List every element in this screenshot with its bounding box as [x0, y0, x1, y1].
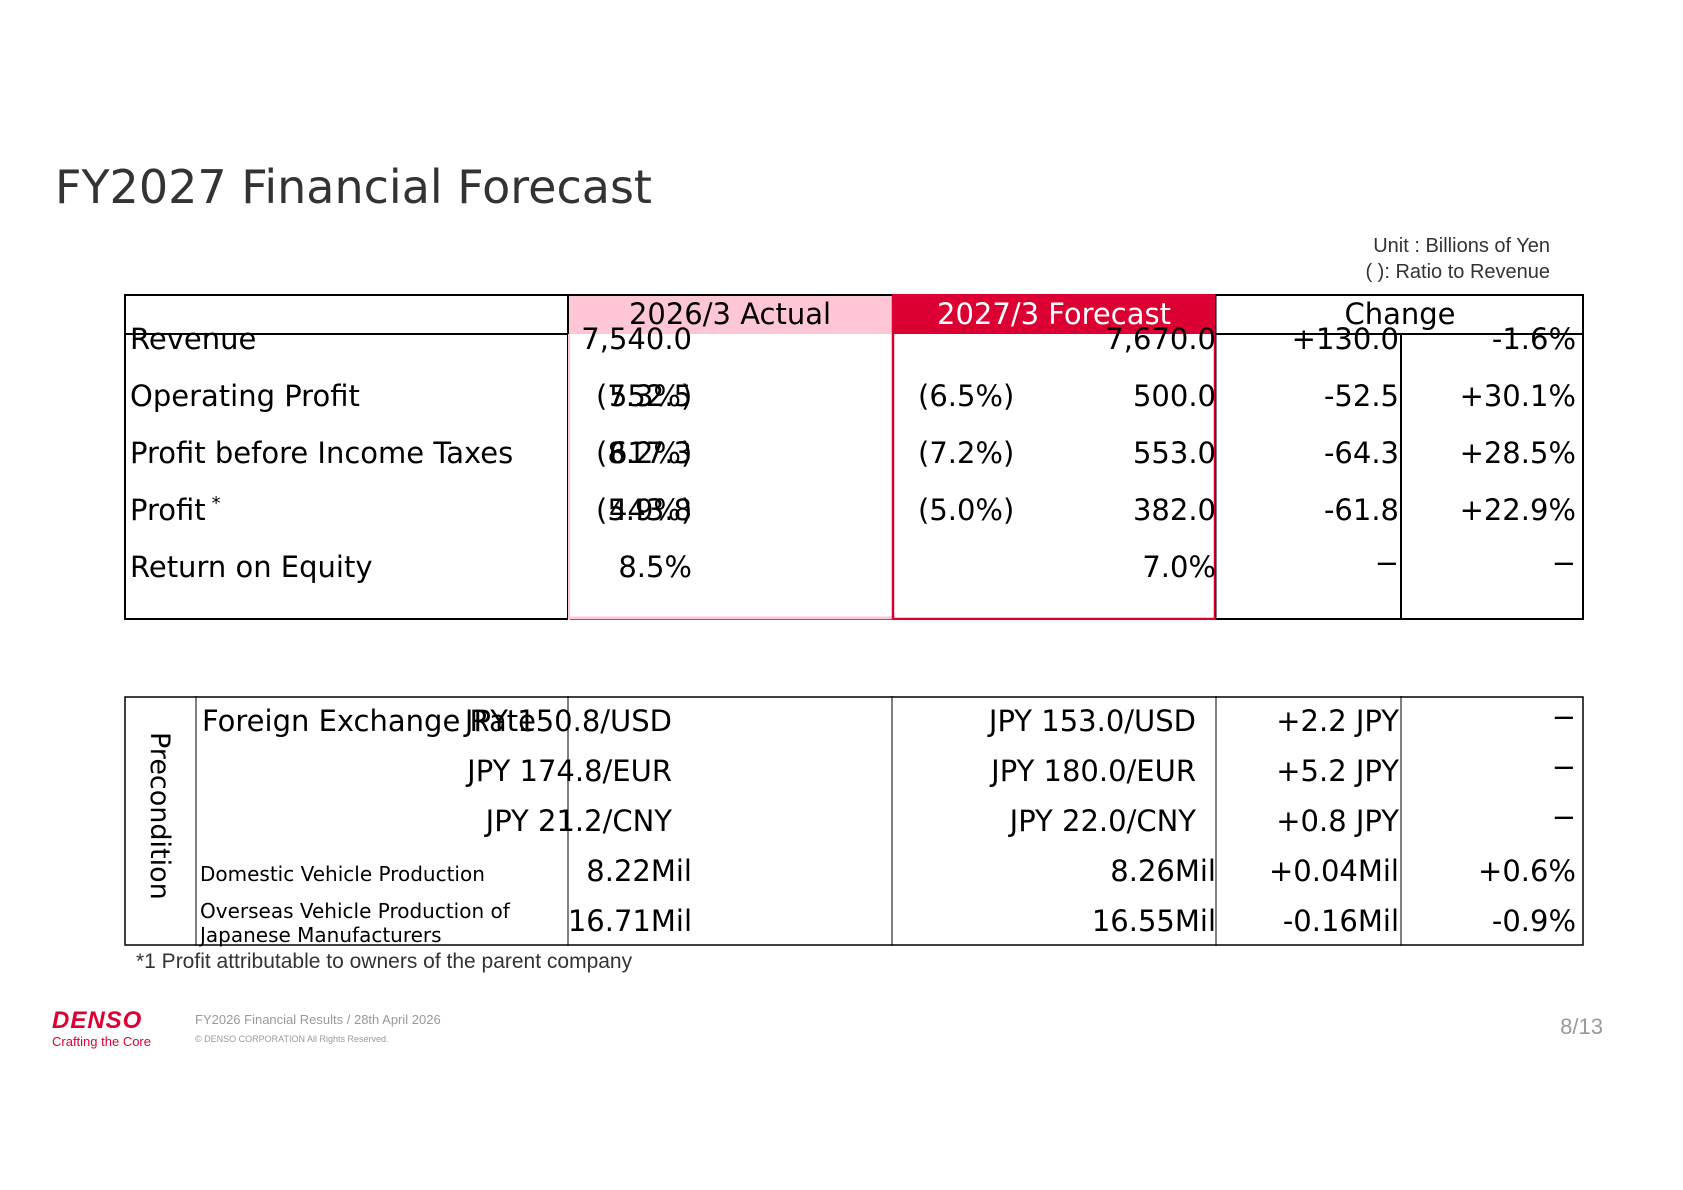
change-percent: −: [1551, 800, 1576, 834]
footer-info: FY2026 Financial Results / 28th April 20…: [195, 1011, 441, 1047]
actual-ratio: (7.3%): [596, 379, 693, 413]
precondition-table-grid: [124, 696, 1584, 946]
row-label: Domestic Vehicle Production: [200, 862, 485, 886]
forecast-value: 8.26Mil: [1110, 854, 1216, 888]
change-value: +0.8 JPY: [1276, 804, 1399, 838]
forecast-value: JPY 153.0/USD: [988, 704, 1196, 738]
logo-wordmark: DENSO: [52, 1007, 143, 1034]
change-value: +130.0: [1291, 322, 1399, 356]
forecast-value: 16.55Mil: [1091, 904, 1216, 938]
change-percent: -1.6%: [1491, 322, 1576, 356]
forecast-table-grid: [124, 294, 1584, 620]
change-percent: −: [1551, 546, 1576, 580]
row-label: Return on Equity: [130, 550, 373, 584]
actual-value: 8.22Mil: [586, 854, 692, 888]
unit-note-unit: Unit : Billions of Yen: [1373, 235, 1550, 257]
change-percent: −: [1551, 700, 1576, 734]
change-percent: +22.9%: [1459, 493, 1576, 527]
forecast-value: 553.0: [1132, 436, 1216, 470]
row-label-line: Overseas Vehicle Production of: [200, 899, 510, 923]
actual-value: 7,540.0: [581, 322, 692, 356]
page-number: 8/13: [1560, 1014, 1603, 1039]
change-value: +0.04Mil: [1268, 854, 1399, 888]
actual-value: 8.5%: [618, 550, 692, 584]
row-label: Operating Profit: [130, 379, 360, 413]
actual-value: 552.5: [608, 379, 692, 413]
row-label: Revenue: [130, 322, 257, 356]
change-value: +2.2 JPY: [1276, 704, 1399, 738]
unit-note: Unit : Billions of Yen ( ): Ratio to Rev…: [1365, 233, 1550, 285]
precondition-side-label: Precondition: [144, 732, 175, 900]
forecast-value: 7,670.0: [1105, 322, 1216, 356]
change-value: -61.8: [1323, 493, 1399, 527]
denso-logo: DENSO Crafting the Core: [52, 1008, 151, 1050]
footer-event: FY2026 Financial Results / 28th April 20…: [195, 1012, 441, 1027]
footnote: *1 Profit attributable to owners of the …: [136, 950, 633, 973]
forecast-value: 500.0: [1132, 379, 1216, 413]
change-percent: +28.5%: [1459, 436, 1576, 470]
forecast-value: 7.0%: [1142, 550, 1216, 584]
actual-ratio: (8.2%): [596, 436, 693, 470]
row-label-line: Japanese Manufacturers: [200, 923, 442, 947]
actual-value: JPY 174.8/EUR: [467, 754, 672, 788]
change-percent: -0.9%: [1491, 904, 1576, 938]
precondition-table: Precondition Foreign Exchange Rate JPY 1…: [124, 696, 1584, 947]
change-percent: −: [1551, 750, 1576, 784]
actual-value: JPY 21.2/CNY: [485, 804, 672, 838]
forecast-table: 2026/3 Actual 2027/3 Forecast Change Rev…: [124, 294, 1584, 620]
change-value: -64.3: [1323, 436, 1399, 470]
forecast-ratio: (6.5%): [918, 379, 1015, 413]
row-label: Profit before Income Taxes: [130, 436, 514, 470]
footnote-marker: *: [211, 493, 221, 515]
logo-tagline: Crafting the Core: [52, 1034, 151, 1049]
actual-value: 617.3: [608, 436, 692, 470]
footer-copyright: © DENSO CORPORATION All Rights Reserved.: [195, 1034, 389, 1044]
unit-note-ratio: ( ): Ratio to Revenue: [1365, 261, 1550, 283]
header-change: Change: [1344, 297, 1456, 331]
forecast-value: 382.0: [1132, 493, 1216, 527]
change-percent: +30.1%: [1459, 379, 1576, 413]
row-label: Overseas Vehicle Production of Japanese …: [200, 899, 510, 947]
row-label: Profit *: [130, 493, 221, 527]
page-title: FY2027 Financial Forecast: [55, 160, 652, 214]
change-value: -52.5: [1323, 379, 1399, 413]
actual-value: 16.71Mil: [567, 904, 692, 938]
actual-ratio: (5.9%): [596, 493, 693, 527]
change-value: -0.16Mil: [1282, 904, 1399, 938]
header-actual: 2026/3 Actual: [628, 297, 832, 331]
header-forecast: 2027/3 Forecast: [937, 297, 1171, 331]
change-percent: +0.6%: [1478, 854, 1576, 888]
forecast-value: JPY 22.0/CNY: [1009, 804, 1196, 838]
change-value: +5.2 JPY: [1276, 754, 1399, 788]
forecast-ratio: (7.2%): [918, 436, 1015, 470]
forecast-value: JPY 180.0/EUR: [991, 754, 1196, 788]
actual-value: JPY 150.8/USD: [464, 704, 672, 738]
change-value: −: [1374, 546, 1399, 580]
row-label-text: Profit: [130, 493, 206, 527]
forecast-ratio: (5.0%): [918, 493, 1015, 527]
actual-value: 443.8: [608, 493, 692, 527]
row-label: Foreign Exchange Rate: [202, 704, 536, 738]
